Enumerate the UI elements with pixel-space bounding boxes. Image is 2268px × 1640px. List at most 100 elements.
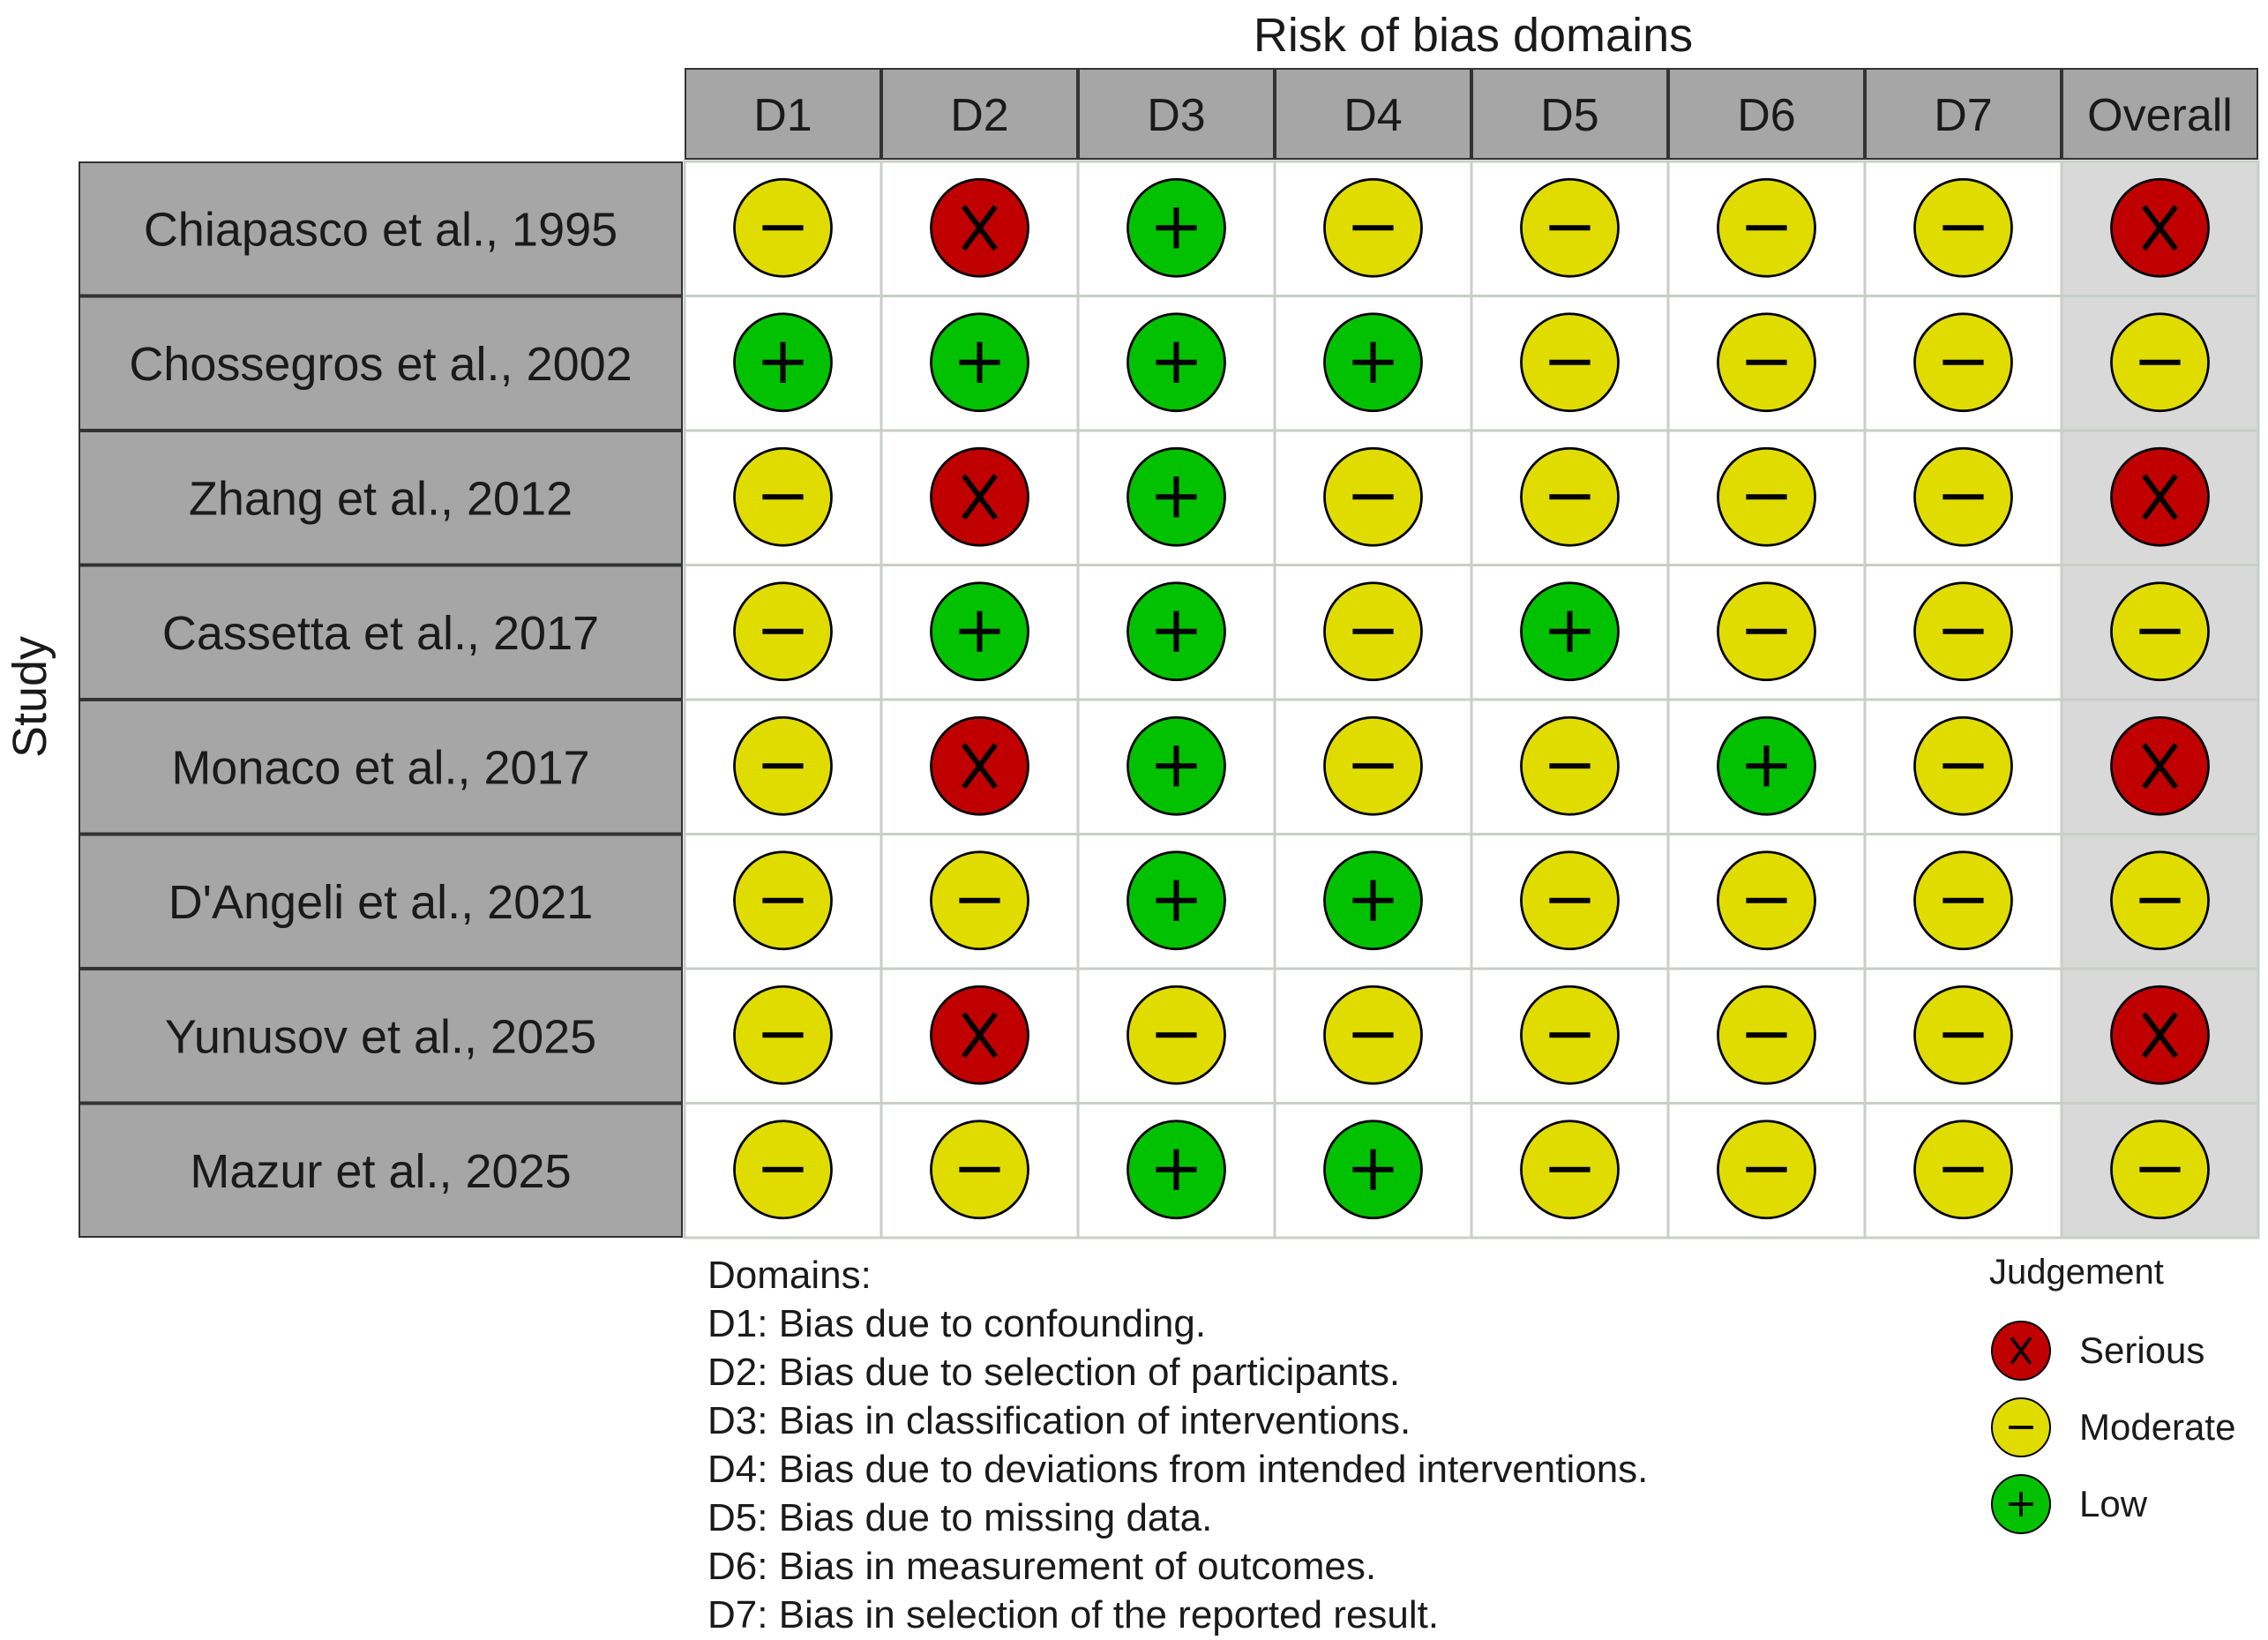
cell-judgement-moderate — [2110, 581, 2210, 682]
legend-label: Serious — [2079, 1329, 2205, 1371]
cell-judgement-moderate — [733, 850, 833, 951]
column-header-box — [2062, 68, 2258, 160]
cell-judgement-serious — [930, 446, 1029, 547]
domains-heading: Domains: — [707, 1254, 872, 1297]
grid-layer: D1 D2 D3 D4 D5 D6 D7 Overall Chiapasco et al., 1… — [79, 68, 2260, 1239]
cell-judgement-low — [930, 581, 1029, 682]
legend-symbol — [1991, 1320, 2051, 1381]
column-header-label: D2 — [950, 90, 1008, 141]
x-glyph — [962, 1012, 998, 1059]
cell-judgement-moderate — [1323, 581, 1423, 682]
cell-judgement-moderate — [1520, 985, 1620, 1085]
domain-item: D1: Bias due to confounding. — [707, 1302, 1207, 1345]
cell-judgement-low — [1127, 581, 1226, 682]
column-header-label: Overall — [2087, 90, 2233, 141]
cell-judgement-low — [930, 312, 1029, 413]
x-glyph — [962, 205, 998, 251]
legend-label: Moderate — [2079, 1405, 2236, 1448]
study-label-box — [79, 565, 683, 700]
cell-judgement-serious — [930, 985, 1029, 1085]
column-header-label: D1 — [753, 90, 812, 141]
cell-judgement-moderate — [2110, 850, 2210, 951]
cell-judgement-moderate — [733, 177, 833, 278]
cell-judgement-moderate — [2110, 312, 2210, 413]
low-icon — [1991, 1473, 2051, 1534]
cell-judgement-moderate — [733, 715, 833, 816]
study-label-box — [79, 834, 683, 969]
cell-judgement-moderate — [930, 850, 1029, 951]
cell-judgement-serious — [2110, 177, 2210, 278]
legend-item-low: Low — [1989, 1465, 2235, 1542]
column-header-label: D7 — [1934, 90, 1992, 141]
cell-judgement-serious — [2110, 715, 2210, 816]
column-header-label: D4 — [1344, 90, 1402, 141]
x-glyph — [2142, 474, 2178, 520]
cell-judgement-low — [1323, 850, 1423, 951]
cell-judgement-moderate — [1913, 1120, 2013, 1220]
cell-judgement-low — [1127, 177, 1226, 278]
study-label: Yunusov et al., 2025 — [165, 1010, 596, 1063]
study-label-box — [79, 161, 683, 296]
cell-judgement-moderate — [1323, 715, 1423, 816]
study-label-box — [79, 700, 683, 835]
study-label: Zhang et al., 2012 — [189, 472, 573, 525]
cell-judgement-low — [1127, 715, 1226, 816]
moderate-icon — [1991, 1397, 2051, 1457]
cell-judgement-moderate — [1913, 177, 2013, 278]
x-glyph — [2142, 1012, 2178, 1059]
column-header-label: D5 — [1540, 90, 1598, 141]
cell-judgement-moderate — [1520, 312, 1620, 413]
cell-judgement-low — [1127, 1120, 1226, 1220]
cell-judgement-low — [1520, 581, 1620, 682]
domain-item: D5: Bias due to missing data. — [707, 1496, 1213, 1539]
cell-judgement-moderate — [1323, 985, 1423, 1085]
cell-judgement-moderate — [1913, 850, 2013, 951]
cell-judgement-moderate — [1717, 581, 1816, 682]
column-header-box — [685, 68, 881, 160]
cell-judgement-moderate — [1717, 1120, 1816, 1220]
cell-judgement-moderate — [1520, 1120, 1620, 1220]
cell-judgement-moderate — [1520, 715, 1620, 816]
column-header-label: D6 — [1737, 90, 1795, 141]
cell-judgement-moderate — [1913, 446, 2013, 547]
serious-icon — [1991, 1320, 2051, 1381]
cell-judgement-moderate — [1913, 985, 2013, 1085]
column-header-box — [1668, 68, 1865, 160]
domains-list: Domains: D1: Bias due to confounding. D2… — [707, 1251, 1648, 1639]
domain-item: D4: Bias due to deviations from intended… — [707, 1448, 1649, 1491]
legend-symbol — [1991, 1397, 2051, 1457]
cell-judgement-moderate — [1323, 177, 1423, 278]
cell-judgement-moderate — [733, 446, 833, 547]
cell-judgement-moderate — [1717, 985, 1816, 1085]
cell-judgement-moderate — [1717, 177, 1816, 278]
cell-judgement-low — [1127, 312, 1226, 413]
study-label-box — [79, 296, 683, 431]
legend: Judgement Serious Moderate Low — [1989, 1253, 2235, 1542]
cell-judgement-serious — [2110, 985, 2210, 1085]
study-label: Chiapasco et al., 1995 — [144, 203, 618, 256]
study-label: Cassetta et al., 2017 — [162, 607, 599, 660]
cell-judgement-serious — [2110, 446, 2210, 547]
cell-judgement-low — [1127, 446, 1226, 547]
column-header-box — [1078, 68, 1275, 160]
legend-item-moderate: Moderate — [1989, 1389, 2235, 1465]
cell-judgement-moderate — [1717, 850, 1816, 951]
cell-judgement-moderate — [1913, 581, 2013, 682]
legend-item-serious: Serious — [1989, 1312, 2235, 1389]
domain-item: D7: Bias in selection of the reported re… — [707, 1593, 1440, 1636]
x-glyph — [2142, 205, 2178, 251]
study-label-box — [79, 431, 683, 565]
column-header-box — [881, 68, 1078, 160]
x-glyph — [2010, 1336, 2032, 1365]
legend-label: Low — [2079, 1482, 2148, 1524]
study-label: Chossegros et al., 2002 — [129, 338, 632, 391]
column-header-box — [1865, 68, 2062, 160]
cell-judgement-moderate — [1520, 446, 1620, 547]
cell-judgement-low — [1717, 715, 1816, 816]
cell-judgement-moderate — [1717, 446, 1816, 547]
cell-judgement-moderate — [1913, 312, 2013, 413]
study-label-box — [79, 1103, 683, 1238]
legend-title: Judgement — [1989, 1253, 2164, 1292]
study-label: Monaco et al., 2017 — [171, 741, 589, 794]
